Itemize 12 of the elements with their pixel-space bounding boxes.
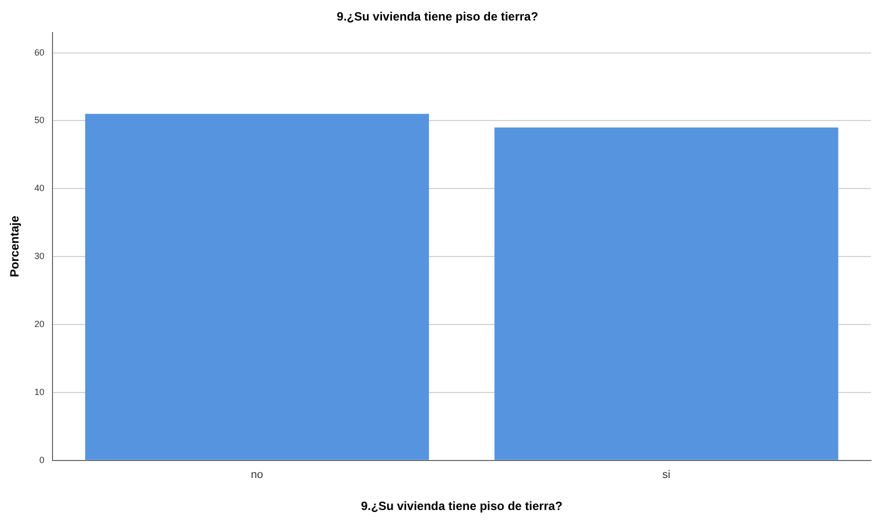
chart-title: 9.¿Su vivienda tiene piso de tierra?	[336, 10, 538, 24]
y-tick-label: 10	[34, 386, 44, 397]
x-axis-title: 9.¿Su vivienda tiene piso de tierra?	[361, 499, 562, 514]
y-axis-title: Porcentaje	[8, 215, 22, 278]
y-tick-label: 30	[34, 251, 44, 262]
x-tick-label: si	[662, 469, 670, 482]
y-tick-label: 50	[34, 115, 44, 126]
y-tick-label: 40	[34, 183, 44, 194]
x-tick-label: no	[250, 469, 264, 482]
y-tick-label: 20	[34, 319, 44, 330]
y-tick-label: 0	[39, 454, 44, 465]
y-tick-label: 60	[34, 47, 44, 58]
